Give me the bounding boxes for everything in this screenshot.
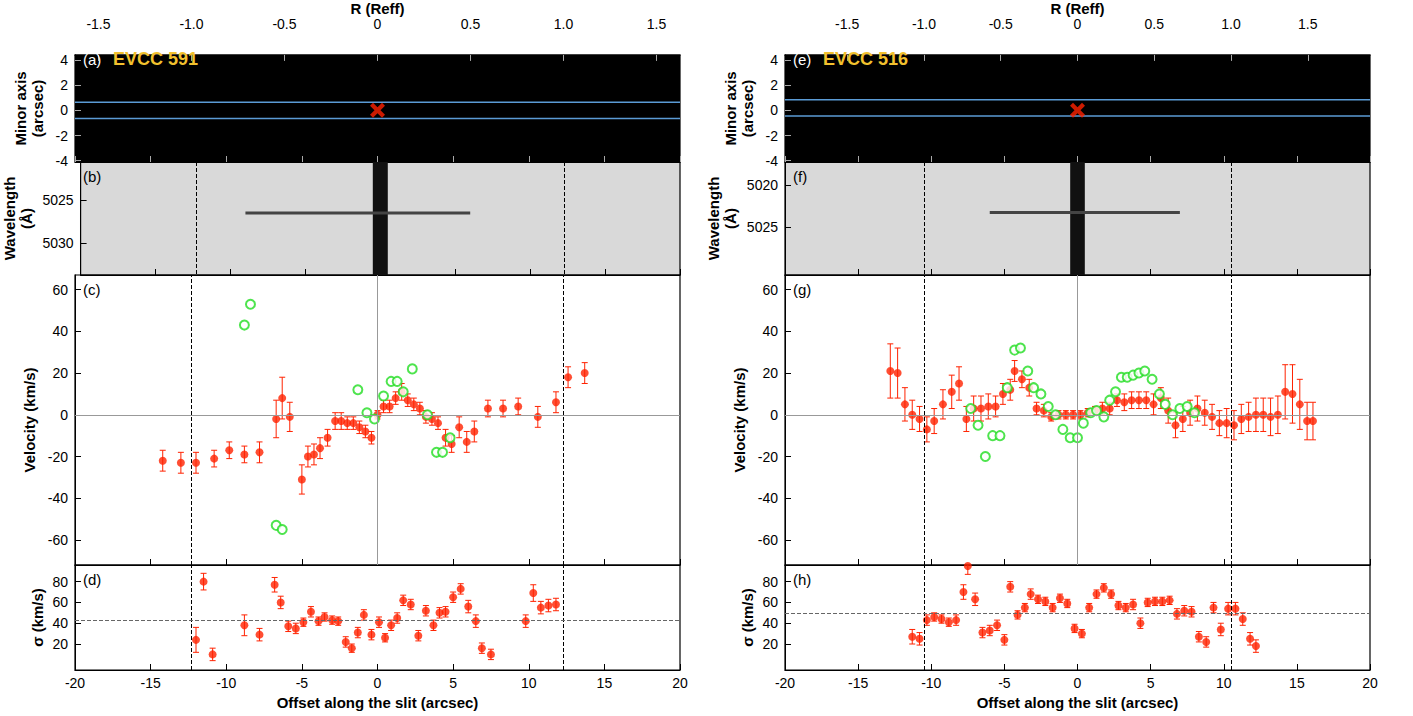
svg-text:Minor axis: Minor axis [12, 71, 29, 145]
svg-text:40: 40 [762, 323, 778, 339]
svg-text:-0.5: -0.5 [989, 16, 1013, 32]
svg-text:-10: -10 [216, 675, 236, 691]
svg-text:1.0: 1.0 [554, 16, 574, 32]
svg-text:10: 10 [1216, 675, 1232, 691]
svg-text:80: 80 [762, 574, 778, 590]
svg-text:-5: -5 [296, 675, 309, 691]
svg-text:-4: -4 [766, 153, 779, 169]
svg-text:(Å): (Å) [18, 208, 35, 229]
svg-text:(b): (b) [83, 168, 101, 185]
svg-text:(c): (c) [83, 281, 101, 298]
svg-text:20: 20 [1362, 675, 1378, 691]
svg-text:(g): (g) [793, 281, 811, 298]
svg-text:Offset along the slit (arcsec): Offset along the slit (arcsec) [277, 694, 479, 711]
svg-text:Minor axis: Minor axis [722, 71, 739, 145]
svg-text:-40: -40 [48, 490, 68, 506]
svg-text:(a): (a) [83, 51, 101, 68]
svg-text:R (Reff): R (Reff) [350, 0, 404, 17]
svg-text:-4: -4 [56, 153, 69, 169]
svg-text:σ (km/s): σ (km/s) [739, 588, 756, 647]
svg-text:60: 60 [52, 594, 68, 610]
svg-text:5: 5 [1147, 675, 1155, 691]
svg-text:0: 0 [60, 102, 68, 118]
svg-text:-2: -2 [56, 128, 69, 144]
svg-text:5025: 5025 [42, 192, 73, 208]
svg-text:60: 60 [52, 282, 68, 298]
svg-text:EVCC 516: EVCC 516 [823, 49, 908, 69]
svg-text:Wavelength: Wavelength [705, 177, 722, 261]
svg-text:4: 4 [60, 52, 68, 68]
svg-text:-20: -20 [758, 449, 778, 465]
svg-text:0: 0 [60, 407, 68, 423]
svg-text:-20: -20 [65, 675, 85, 691]
svg-text:60: 60 [762, 594, 778, 610]
svg-text:40: 40 [762, 615, 778, 631]
svg-text:2: 2 [60, 77, 68, 93]
svg-text:-1.0: -1.0 [912, 16, 936, 32]
svg-text:(f): (f) [793, 168, 807, 185]
svg-text:1.0: 1.0 [1221, 16, 1241, 32]
svg-text:40: 40 [52, 323, 68, 339]
svg-text:5020: 5020 [747, 177, 778, 193]
svg-text:5: 5 [449, 675, 457, 691]
svg-text:-20: -20 [775, 675, 795, 691]
svg-text:(Å): (Å) [722, 208, 739, 229]
svg-text:15: 15 [597, 675, 613, 691]
svg-text:5030: 5030 [42, 235, 73, 251]
svg-text:4: 4 [770, 52, 778, 68]
svg-text:-5: -5 [998, 675, 1011, 691]
svg-text:20: 20 [52, 365, 68, 381]
svg-text:20: 20 [762, 636, 778, 652]
svg-text:1.5: 1.5 [1298, 16, 1318, 32]
svg-text:-1.0: -1.0 [179, 16, 203, 32]
svg-text:(e): (e) [793, 51, 811, 68]
svg-text:(arcsec): (arcsec) [29, 80, 46, 138]
svg-text:0: 0 [770, 407, 778, 423]
svg-text:Offset along the slit (arcsec): Offset along the slit (arcsec) [977, 694, 1179, 711]
svg-text:20: 20 [672, 675, 688, 691]
svg-text:(h): (h) [793, 571, 811, 588]
svg-text:2: 2 [770, 77, 778, 93]
svg-text:-2: -2 [766, 128, 779, 144]
svg-text:-1.5: -1.5 [86, 16, 110, 32]
svg-text:Velocity (km/s): Velocity (km/s) [21, 367, 38, 472]
svg-text:σ (km/s): σ (km/s) [29, 588, 46, 647]
svg-text:EVCC 591: EVCC 591 [113, 49, 198, 69]
svg-text:-15: -15 [848, 675, 868, 691]
svg-text:-0.5: -0.5 [272, 16, 296, 32]
svg-text:5025: 5025 [747, 219, 778, 235]
svg-text:60: 60 [762, 282, 778, 298]
svg-text:15: 15 [1289, 675, 1305, 691]
svg-text:Wavelength: Wavelength [1, 177, 18, 261]
svg-text:(arcsec): (arcsec) [739, 80, 756, 138]
svg-text:-20: -20 [48, 449, 68, 465]
svg-text:0.5: 0.5 [461, 16, 481, 32]
svg-text:20: 20 [52, 636, 68, 652]
svg-text:-15: -15 [141, 675, 161, 691]
svg-text:-60: -60 [758, 532, 778, 548]
svg-text:-10: -10 [921, 675, 941, 691]
svg-text:1.5: 1.5 [647, 16, 667, 32]
svg-text:Velocity (km/s): Velocity (km/s) [731, 367, 748, 472]
svg-text:10: 10 [521, 675, 537, 691]
svg-text:0.5: 0.5 [1145, 16, 1165, 32]
svg-text:0: 0 [770, 102, 778, 118]
svg-text:0: 0 [1074, 16, 1082, 32]
svg-text:R (Reff): R (Reff) [1050, 0, 1104, 17]
svg-text:80: 80 [52, 574, 68, 590]
svg-text:(d): (d) [83, 571, 101, 588]
svg-text:-60: -60 [48, 532, 68, 548]
svg-text:-1.5: -1.5 [835, 16, 859, 32]
svg-text:20: 20 [762, 365, 778, 381]
svg-text:40: 40 [52, 615, 68, 631]
svg-text:0: 0 [1074, 675, 1082, 691]
svg-text:-40: -40 [758, 490, 778, 506]
svg-text:0: 0 [374, 675, 382, 691]
svg-text:0: 0 [374, 16, 382, 32]
